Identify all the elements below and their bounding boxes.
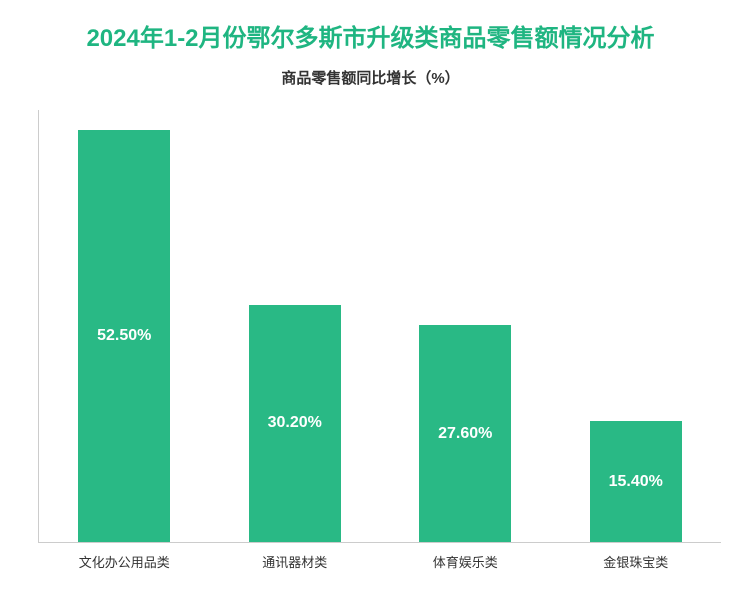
bar-3: 15.40% xyxy=(590,421,682,542)
x-label-1: 通讯器材类 xyxy=(262,552,327,571)
x-label-2: 体育娱乐类 xyxy=(433,552,498,571)
chart-title: 2024年1-2月份鄂尔多斯市升级类商品零售额情况分析 xyxy=(0,0,741,53)
bar-label-3: 15.40% xyxy=(609,473,663,491)
bar-2: 27.60% xyxy=(419,325,511,542)
bar-0: 52.50% xyxy=(78,130,170,542)
bar-label-0: 52.50% xyxy=(97,327,151,345)
x-label-0: 文化办公用品类 xyxy=(79,552,170,571)
x-label-3: 金银珠宝类 xyxy=(603,552,668,571)
chart-subtitle: 商品零售额同比增长（%） xyxy=(0,67,741,88)
bar-1: 30.20% xyxy=(249,305,341,542)
bar-label-1: 30.20% xyxy=(268,414,322,432)
plot-area: 52.50% 文化办公用品类 30.20% 通讯器材类 27.60% 体育娱乐类… xyxy=(38,110,721,543)
bar-group-0: 52.50% 文化办公用品类 xyxy=(39,110,210,542)
bar-label-2: 27.60% xyxy=(438,425,492,443)
bar-group-3: 15.40% 金银珠宝类 xyxy=(551,110,722,542)
bar-group-2: 27.60% 体育娱乐类 xyxy=(380,110,551,542)
bar-group-1: 30.20% 通讯器材类 xyxy=(210,110,381,542)
